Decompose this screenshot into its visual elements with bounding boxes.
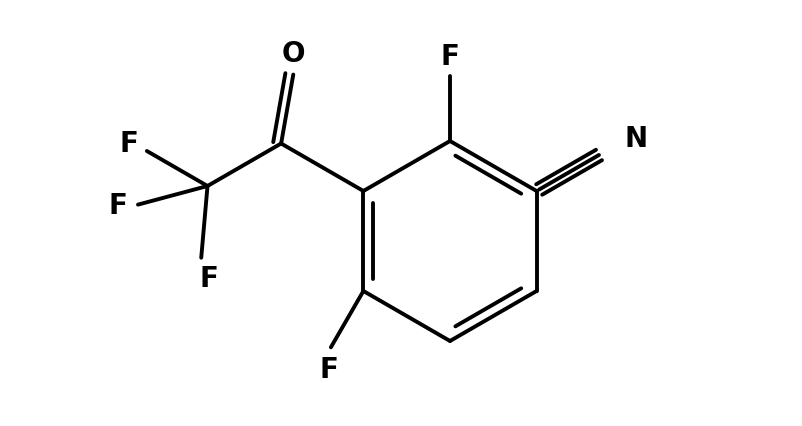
Text: O: O [282, 40, 305, 67]
Text: F: F [440, 43, 460, 71]
Text: F: F [319, 355, 338, 383]
Text: F: F [119, 130, 138, 158]
Text: N: N [625, 125, 648, 153]
Text: F: F [108, 191, 128, 219]
Text: F: F [200, 264, 219, 292]
